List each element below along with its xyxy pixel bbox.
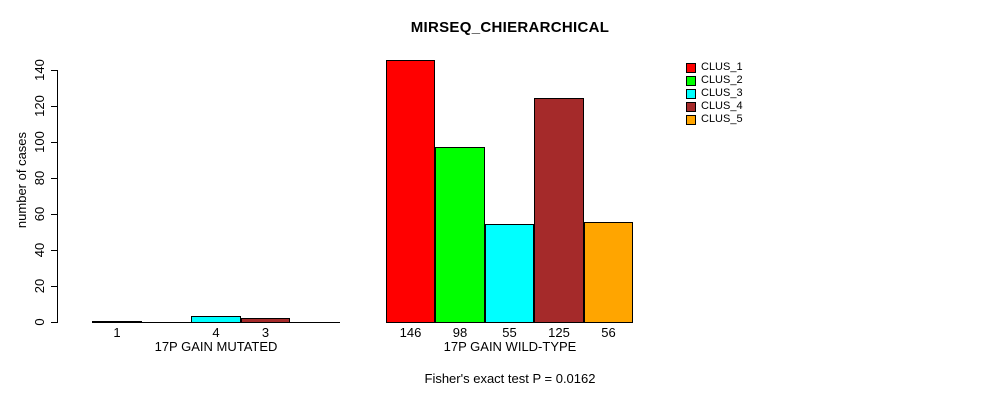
footer-annotation: Fisher's exact test P = 0.0162 xyxy=(424,371,596,386)
group-axis-label: 17P GAIN MUTATED xyxy=(154,339,278,354)
bar-value-label: 1 xyxy=(113,325,121,340)
legend-label: CLUS_2 xyxy=(701,74,743,86)
bar-clus-4 xyxy=(534,98,584,323)
y-axis-line xyxy=(57,70,58,323)
legend-swatch-clus-4 xyxy=(686,101,696,112)
y-tick-label: 140 xyxy=(32,59,47,81)
legend-swatch-clus-2 xyxy=(686,75,696,86)
legend-item: CLUS_2 xyxy=(686,75,743,86)
y-tick-label: 80 xyxy=(32,170,47,186)
y-tick-label: 0 xyxy=(32,318,47,326)
y-axis-tick xyxy=(51,286,57,287)
legend-item: CLUS_1 xyxy=(686,62,743,73)
legend-label: CLUS_1 xyxy=(701,61,743,73)
legend-swatch-clus-5 xyxy=(686,114,696,125)
bar-value-label: 146 xyxy=(399,325,422,340)
y-axis-tick xyxy=(51,178,57,179)
legend-item: CLUS_5 xyxy=(686,114,743,125)
y-axis-tick xyxy=(51,142,57,143)
bar-value-label: 125 xyxy=(548,325,570,340)
bar-value-label: 56 xyxy=(601,325,616,340)
bar-value-label: 4 xyxy=(212,325,220,340)
bar-clus-1 xyxy=(92,321,142,323)
y-axis-label: number of cases xyxy=(14,131,29,229)
bar-clus-1 xyxy=(386,60,435,323)
y-tick-label: 60 xyxy=(32,206,47,222)
legend-item: CLUS_3 xyxy=(686,88,743,99)
bar-clus-4 xyxy=(241,318,290,323)
legend: CLUS_1 CLUS_2 CLUS_3 CLUS_4 CLUS_5 xyxy=(686,62,743,127)
bar-value-label: 55 xyxy=(502,325,517,340)
legend-swatch-clus-1 xyxy=(686,62,696,73)
group-axis-label: 17P GAIN WILD-TYPE xyxy=(443,339,577,354)
legend-swatch-clus-3 xyxy=(686,88,696,99)
bar-clus-3 xyxy=(485,224,534,323)
legend-label: CLUS_5 xyxy=(701,113,743,125)
y-tick-label: 100 xyxy=(32,131,47,153)
y-axis-tick xyxy=(51,322,57,323)
y-tick-label: 120 xyxy=(32,95,47,117)
y-tick-label: 20 xyxy=(32,278,47,294)
y-axis-tick xyxy=(51,70,57,71)
y-axis-tick xyxy=(51,250,57,251)
legend-item: CLUS_4 xyxy=(686,101,743,112)
legend-label: CLUS_4 xyxy=(701,100,743,112)
bar-clus-5 xyxy=(584,222,633,323)
bar-clus-2 xyxy=(435,147,485,323)
y-axis-tick xyxy=(51,106,57,107)
bar-value-label: 3 xyxy=(261,325,270,340)
bar-value-label: 98 xyxy=(452,325,468,340)
legend-label: CLUS_3 xyxy=(701,87,743,99)
y-tick-label: 40 xyxy=(32,242,47,258)
bar-clus-3 xyxy=(191,316,241,323)
y-axis-tick xyxy=(51,214,57,215)
chart-title: MIRSEQ_CHIERARCHICAL xyxy=(410,19,610,36)
